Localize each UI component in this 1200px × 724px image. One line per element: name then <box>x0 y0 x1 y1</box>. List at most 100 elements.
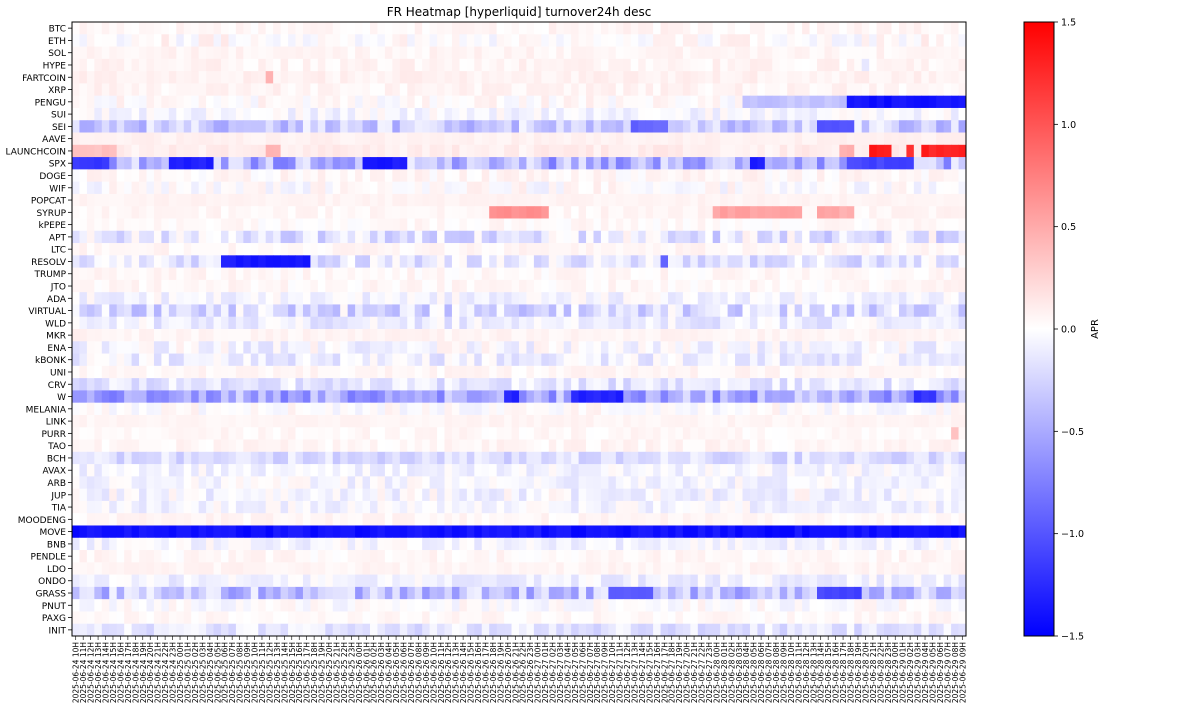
heatmap-cell <box>712 83 721 97</box>
heatmap-cell <box>668 107 676 121</box>
heatmap-cell <box>191 144 200 158</box>
heatmap-cell <box>489 439 498 453</box>
heatmap-cell <box>459 316 468 330</box>
heatmap-cell <box>571 157 579 170</box>
heatmap-cell <box>213 427 222 440</box>
heatmap-cell <box>496 378 505 391</box>
heatmap-cell <box>168 378 177 391</box>
heatmap-cell <box>817 255 825 268</box>
heatmap-cell <box>153 157 162 170</box>
heatmap-cell <box>891 120 900 133</box>
heatmap-cell <box>943 169 952 183</box>
heatmap-cell <box>913 500 922 514</box>
heatmap-cell <box>712 390 721 404</box>
heatmap-cell <box>563 34 572 47</box>
heatmap-cell <box>578 329 587 342</box>
heatmap-cell <box>541 525 550 539</box>
heatmap-cell <box>273 243 281 256</box>
heatmap-cell <box>347 304 356 318</box>
heatmap-cell <box>72 120 80 133</box>
heatmap-cell <box>802 365 810 379</box>
heatmap-cell <box>630 464 639 477</box>
heatmap-cell <box>139 181 147 195</box>
heatmap-cell <box>325 58 334 72</box>
heatmap-cell <box>861 181 870 195</box>
heatmap-cell <box>869 464 877 477</box>
heatmap-cell <box>258 255 267 268</box>
heatmap-cell <box>481 488 490 502</box>
heatmap-cell <box>571 476 579 490</box>
heatmap-cell <box>302 402 311 416</box>
heatmap-cell <box>258 71 267 84</box>
heatmap-cell <box>504 390 512 404</box>
heatmap-cell <box>414 132 423 146</box>
heatmap-cell <box>720 157 728 170</box>
heatmap-cell <box>526 267 535 281</box>
heatmap-cell <box>139 34 147 47</box>
heatmap-cell <box>221 193 229 207</box>
heatmap-cell <box>258 378 267 391</box>
heatmap-cell <box>898 439 907 453</box>
heatmap-cell <box>779 83 788 97</box>
heatmap-cell <box>79 365 88 379</box>
heatmap-cell <box>407 169 416 183</box>
heatmap-cell <box>228 402 237 416</box>
heatmap-cell <box>109 144 118 158</box>
heatmap-cell <box>466 71 475 84</box>
heatmap-cell <box>846 206 855 219</box>
heatmap-cell <box>749 464 758 477</box>
heatmap-cell <box>414 513 423 526</box>
heatmap-cell <box>884 402 892 416</box>
heatmap-cell <box>533 488 542 502</box>
heatmap-cell <box>124 402 132 416</box>
heatmap-cell <box>593 279 602 293</box>
heatmap-cell <box>824 316 833 330</box>
heatmap-cell <box>109 193 118 207</box>
heatmap-cell <box>809 500 818 514</box>
heatmap-cell <box>407 243 416 256</box>
heatmap-cell <box>831 378 840 391</box>
heatmap-cell <box>869 402 877 416</box>
heatmap-cell <box>697 120 706 133</box>
heatmap-cell <box>839 500 848 514</box>
heatmap-cell <box>951 120 959 133</box>
heatmap-cell <box>831 488 840 502</box>
heatmap-cell <box>124 193 132 207</box>
heatmap-cell <box>720 95 728 109</box>
heatmap-cell <box>213 157 222 170</box>
heatmap-cell <box>466 107 475 121</box>
heatmap-cell <box>496 169 505 183</box>
heatmap-cell <box>235 488 244 502</box>
heatmap-cell <box>146 353 155 367</box>
heatmap-cell <box>764 353 773 367</box>
heatmap-cell <box>146 144 155 158</box>
heatmap-cell <box>407 464 416 477</box>
heatmap-cell <box>273 365 281 379</box>
heatmap-cell <box>511 255 520 268</box>
heatmap-cell <box>891 144 900 158</box>
heatmap-cell <box>779 402 788 416</box>
heatmap-cell <box>928 22 937 35</box>
heatmap-cell <box>370 414 378 428</box>
heatmap-cell <box>243 95 252 109</box>
heatmap-cell <box>891 329 900 342</box>
heatmap-cell <box>600 230 609 244</box>
heatmap-cell <box>310 279 319 293</box>
heatmap-cell <box>206 243 214 256</box>
heatmap-cell <box>727 83 736 97</box>
heatmap-cell <box>608 107 617 121</box>
heatmap-cell <box>176 230 185 244</box>
heatmap-cell <box>958 365 967 379</box>
heatmap-cell <box>504 120 512 133</box>
heatmap-cell <box>459 402 468 416</box>
heatmap-cell <box>854 414 863 428</box>
heatmap-cell <box>794 218 803 232</box>
heatmap-cell <box>86 157 95 170</box>
heatmap-cell <box>451 279 460 293</box>
heatmap-cell <box>325 292 334 305</box>
heatmap-cell <box>757 353 766 367</box>
heatmap-cell <box>481 414 490 428</box>
heatmap-cell <box>772 58 781 72</box>
heatmap-cell <box>489 230 498 244</box>
